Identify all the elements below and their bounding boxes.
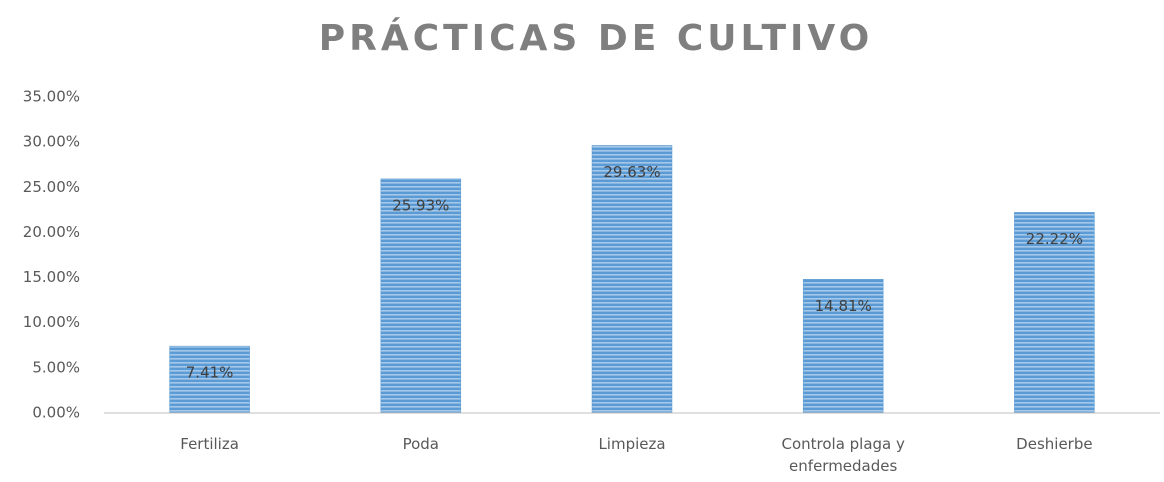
x-tick-label: Fertiliza <box>180 435 239 453</box>
chart-title: PRÁCTICAS DE CULTIVO <box>319 17 874 59</box>
y-tick-label: 30.00% <box>23 133 80 151</box>
bar <box>1014 212 1095 414</box>
y-tick-label: 0.00% <box>32 404 80 422</box>
data-label: 25.93% <box>392 196 449 214</box>
bar <box>169 345 250 414</box>
y-tick-label: 10.00% <box>23 313 80 331</box>
x-tick-label: Poda <box>402 435 439 453</box>
y-tick-label: 15.00% <box>23 268 80 286</box>
data-label: 22.22% <box>1026 230 1083 248</box>
y-tick-label: 25.00% <box>23 178 80 196</box>
bar <box>802 279 884 414</box>
bar <box>591 145 673 414</box>
y-tick-label: 5.00% <box>32 358 80 376</box>
y-tick-label: 35.00% <box>23 88 80 106</box>
data-label: 14.81% <box>815 297 872 315</box>
x-tick-label: Deshierbe <box>1016 435 1093 453</box>
data-label: 7.41% <box>186 364 234 382</box>
x-tick-label: Limpieza <box>598 435 666 453</box>
y-tick-label: 20.00% <box>23 223 80 241</box>
bar <box>380 178 462 414</box>
x-tick-label: Controla plaga y enfermedades <box>781 435 905 475</box>
data-label: 29.63% <box>603 163 660 181</box>
